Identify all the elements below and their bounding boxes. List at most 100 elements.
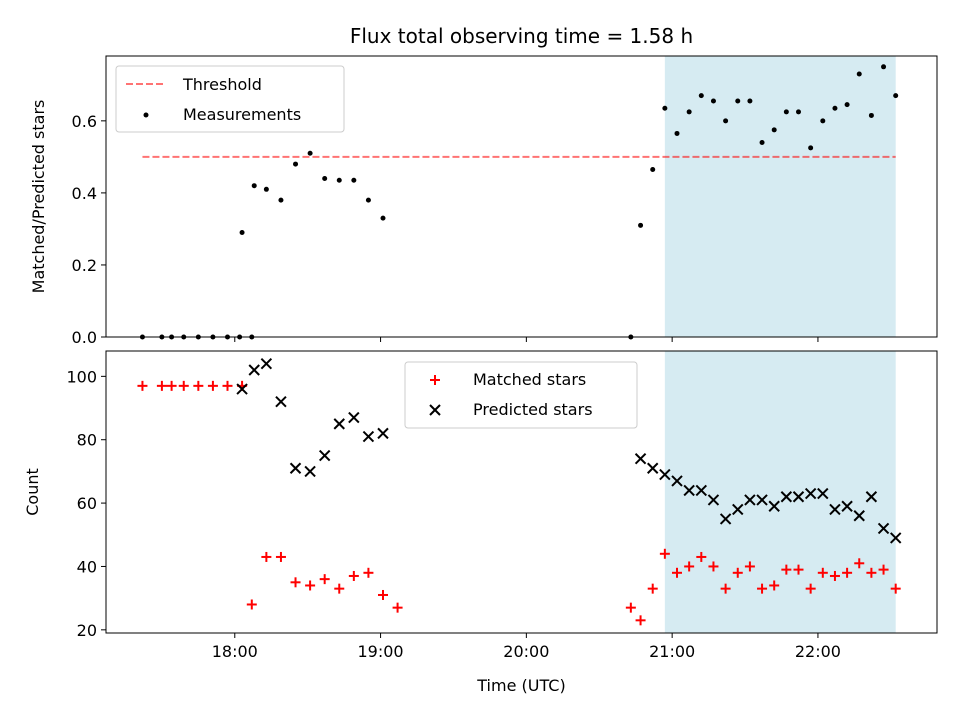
- measurement-point: [251, 183, 257, 189]
- y-tick-label-top: 0.6: [72, 112, 97, 131]
- matched-stars-series: [137, 380, 901, 626]
- matched-star-point: [781, 564, 792, 575]
- matched-star-point: [305, 580, 316, 591]
- measurement-point: [808, 145, 814, 151]
- predicted-star-point: [289, 462, 302, 474]
- matched-star-point: [757, 583, 768, 594]
- matched-star-point: [769, 580, 780, 591]
- measurement-point: [638, 222, 644, 228]
- predicted-star-point: [707, 494, 720, 506]
- matched-star-point: [261, 551, 272, 562]
- measurement-point: [747, 98, 753, 104]
- predicted-star-point: [865, 491, 878, 503]
- measurement-point: [698, 93, 704, 99]
- predicted-star-point: [732, 503, 744, 516]
- measurement-point: [263, 186, 269, 192]
- predicted-star-point: [377, 427, 389, 440]
- x-tick-label: 21:00: [649, 642, 695, 661]
- measurement-point: [881, 64, 887, 70]
- predicted-star-point: [719, 513, 732, 525]
- predicted-star-point: [889, 532, 902, 544]
- predicted-star-point: [236, 383, 248, 395]
- legend-top-box: [115, 65, 345, 133]
- matched-star-point: [854, 558, 865, 569]
- legend-predicted-label: Predicted stars: [473, 400, 593, 419]
- measurement-point: [710, 98, 716, 104]
- predicted-star-point: [348, 411, 360, 424]
- x-tick-label: 22:00: [795, 642, 841, 661]
- matched-star-point: [166, 380, 177, 391]
- y-tick-label-bottom: 100: [66, 367, 97, 386]
- predicted-star-point: [333, 418, 345, 430]
- legend-threshold-label: Threshold: [182, 75, 262, 94]
- matched-star-point: [319, 574, 330, 585]
- chart-title: Flux total observing time = 1.58 h: [350, 24, 693, 48]
- matched-star-point: [708, 561, 719, 572]
- matched-star-point: [137, 380, 148, 391]
- measurement-point: [336, 177, 342, 183]
- predicted-star-point: [744, 494, 756, 506]
- measurement-point: [844, 102, 850, 108]
- matched-star-point: [193, 380, 204, 391]
- matched-star-point: [246, 599, 257, 610]
- measurement-point: [365, 197, 371, 203]
- matched-star-point: [866, 567, 877, 578]
- legend-top: Threshold Measurements: [115, 65, 345, 133]
- predicted-star-point: [683, 484, 695, 497]
- predicted-star-point: [659, 468, 671, 481]
- measurement-point: [278, 197, 284, 203]
- measurement-point: [239, 230, 245, 236]
- matched-star-point: [744, 561, 755, 572]
- matched-star-point: [222, 380, 233, 391]
- matched-star-point: [805, 583, 816, 594]
- matched-star-point: [720, 583, 731, 594]
- matched-star-point: [275, 551, 286, 562]
- x-axis-label: Time (UTC): [476, 676, 565, 695]
- predicted-star-point: [817, 487, 829, 500]
- predicted-star-point: [275, 395, 287, 408]
- panel-top: 0.0 0.2 0.4 0.6 Flux total observing time =…: [29, 24, 938, 347]
- measurement-point: [662, 105, 668, 111]
- predicted-star-point: [634, 453, 647, 465]
- legend-predicted-swatch: [429, 404, 441, 416]
- matched-star-point: [672, 567, 683, 578]
- legend-measurements-label: Measurements: [183, 105, 301, 124]
- legend-bottom: Matched stars Predicted stars: [404, 361, 638, 429]
- y-tick-label-top: 0.0: [72, 328, 97, 347]
- matched-star-point: [363, 567, 374, 578]
- measurement-point: [686, 109, 692, 115]
- predicted-star-point: [671, 475, 683, 487]
- measurement-point: [293, 161, 299, 167]
- matched-star-point: [878, 564, 889, 575]
- matched-star-point: [732, 567, 743, 578]
- measurement-point: [783, 109, 789, 115]
- y-tick-label-bottom: 80: [77, 431, 97, 450]
- predicted-star-point: [756, 494, 768, 506]
- matched-star-point: [635, 615, 646, 626]
- legend-bottom-box: [404, 361, 638, 429]
- predicted-star-point: [362, 430, 375, 443]
- legend-matched-swatch: [430, 375, 440, 385]
- predicted-star-point: [829, 503, 841, 516]
- legend-measurements-swatch: [143, 112, 149, 118]
- predicted-star-point: [792, 491, 805, 503]
- matched-star-point: [659, 548, 670, 559]
- matched-star-point: [684, 561, 695, 572]
- measurement-point: [735, 98, 741, 104]
- predicted-star-point: [853, 510, 865, 522]
- matched-star-point: [625, 602, 636, 613]
- y-axis-label-top: Matched/Predicted stars: [29, 100, 48, 294]
- y-tick-label-top: 0.2: [72, 256, 97, 275]
- matched-star-point: [392, 602, 403, 613]
- measurement-point: [820, 118, 826, 124]
- predicted-star-point: [877, 522, 890, 535]
- measurement-point: [832, 105, 838, 111]
- matched-star-point: [378, 589, 388, 600]
- measurement-point: [759, 139, 765, 145]
- matched-star-point: [793, 564, 804, 575]
- panel-bottom: 18:00 19:00 20:00 21:00 22:00 20 40 60 80 100 Ti…: [23, 350, 938, 695]
- measurement-point: [351, 177, 357, 183]
- matched-star-point: [890, 583, 901, 594]
- measurement-point: [307, 150, 313, 156]
